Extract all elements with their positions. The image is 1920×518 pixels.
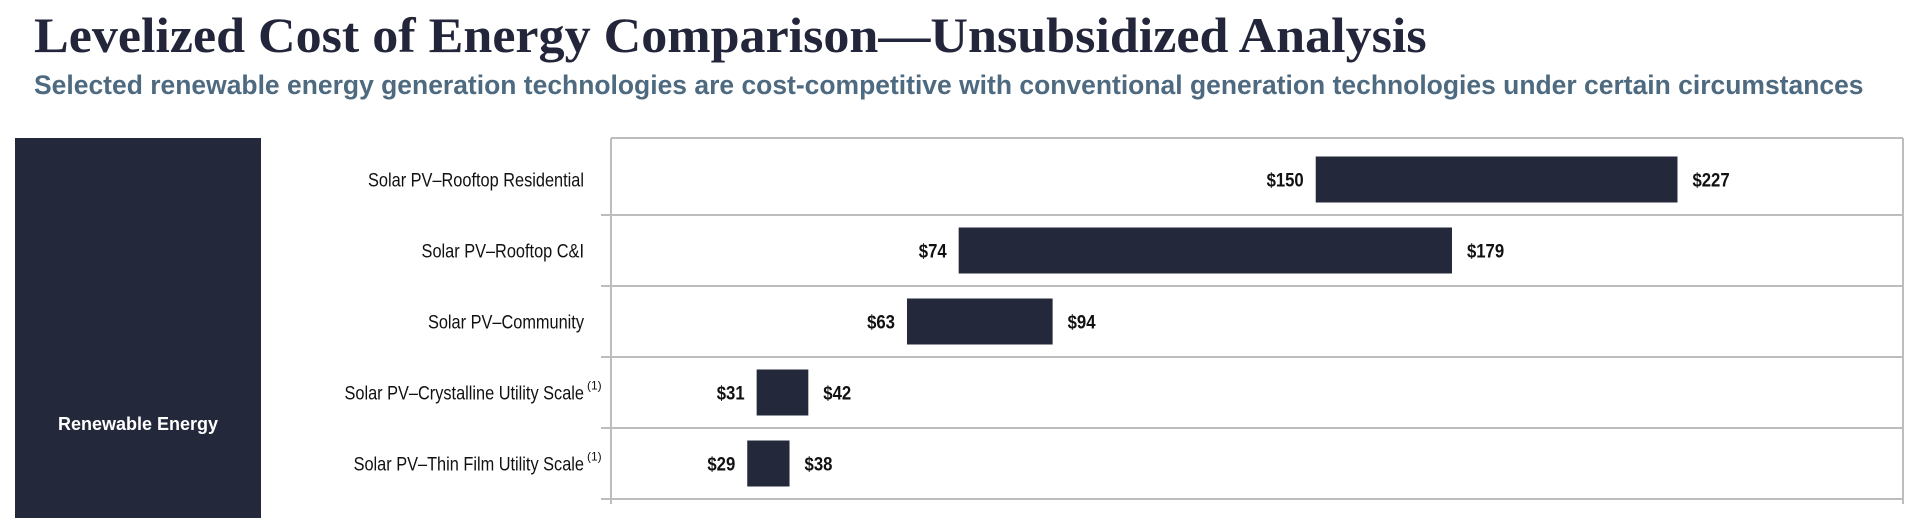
category-label: Solar PV–Crystalline Utility Scale bbox=[344, 382, 584, 403]
low-value-label: $29 bbox=[707, 454, 735, 475]
category-label: Solar PV–Community bbox=[428, 311, 584, 332]
high-value-label: $42 bbox=[823, 383, 851, 404]
panel-label: Renewable Energy bbox=[57, 414, 219, 434]
category-label: Solar PV–Rooftop Residential bbox=[368, 169, 584, 190]
low-value-label: $150 bbox=[1267, 170, 1304, 191]
high-value-label: $38 bbox=[805, 454, 833, 475]
category-panel: Renewable Energy bbox=[15, 138, 261, 518]
footnote-marker: (1) bbox=[587, 450, 602, 464]
range-bar bbox=[1315, 156, 1678, 203]
category-label: Solar PV–Rooftop C&I bbox=[422, 240, 584, 261]
high-value-label: $227 bbox=[1692, 170, 1729, 191]
page-subtitle: Selected renewable energy generation tec… bbox=[34, 70, 1864, 100]
range-bar bbox=[958, 227, 1452, 274]
range-bar bbox=[747, 440, 790, 487]
page-title: Levelized Cost of Energy Comparison—Unsu… bbox=[34, 7, 1427, 63]
range-bar bbox=[906, 298, 1053, 345]
range-bar-chart: Solar PV–Rooftop Residential $150 $227 Sola… bbox=[344, 137, 1904, 504]
low-value-label: $74 bbox=[919, 241, 947, 262]
low-value-label: $31 bbox=[717, 383, 745, 404]
high-value-label: $94 bbox=[1068, 312, 1096, 333]
category-label: Solar PV–Thin Film Utility Scale bbox=[354, 453, 585, 474]
high-value-label: $179 bbox=[1467, 241, 1504, 262]
footnote-marker: (1) bbox=[587, 379, 602, 393]
range-bar bbox=[756, 369, 809, 416]
low-value-label: $63 bbox=[867, 312, 895, 333]
